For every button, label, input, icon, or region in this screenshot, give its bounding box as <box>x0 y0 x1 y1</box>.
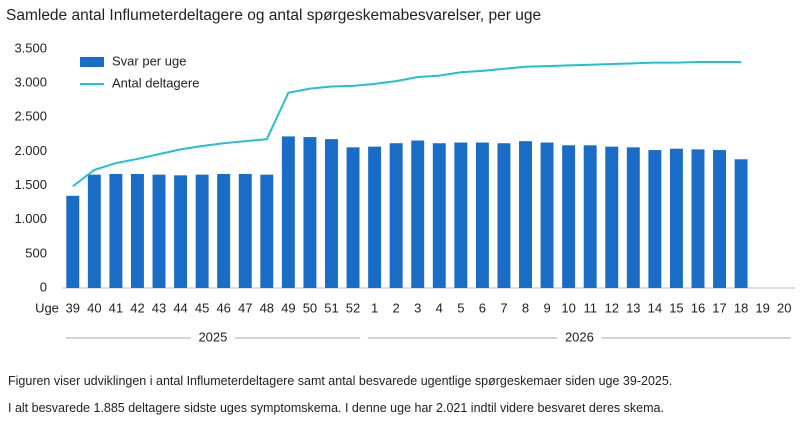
bar <box>217 173 231 288</box>
bar <box>713 150 727 288</box>
x-tick-label: 3 <box>414 300 421 315</box>
x-tick-label: 40 <box>87 300 101 315</box>
line <box>72 60 742 188</box>
y-tick-label: 1.500 <box>14 177 47 192</box>
x-tick-label: 6 <box>479 300 486 315</box>
bar <box>87 174 101 288</box>
x-tick-label: 52 <box>346 300 360 315</box>
x-tick-label: 13 <box>626 300 640 315</box>
x-tick-label: 5 <box>457 300 464 315</box>
year-label: 2025 <box>198 329 227 344</box>
bar <box>346 147 360 288</box>
x-tick-label: 17 <box>712 300 726 315</box>
y-tick-label: 1.000 <box>14 211 47 226</box>
bar <box>238 173 252 288</box>
x-tick-label: 50 <box>303 300 317 315</box>
y-tick-label: 500 <box>25 245 47 260</box>
bar <box>368 146 382 288</box>
bar <box>583 145 597 288</box>
bar <box>734 159 748 288</box>
x-tick-label: 4 <box>436 300 443 315</box>
legend-label: Antal deltagere <box>112 75 199 90</box>
bar <box>389 143 403 288</box>
bar <box>281 136 295 288</box>
x-axis-label: Uge <box>35 300 59 315</box>
bar <box>562 145 576 288</box>
x-tick-label: 19 <box>755 300 769 315</box>
x-tick-label: 16 <box>691 300 705 315</box>
bar <box>475 142 489 288</box>
year-label: 2026 <box>565 329 594 344</box>
x-tick-label: 49 <box>281 300 295 315</box>
x-tick-label: 2 <box>393 300 400 315</box>
x-tick-label: 39 <box>66 300 80 315</box>
bar <box>605 146 619 288</box>
x-tick-label: 20 <box>777 300 791 315</box>
bar <box>454 142 468 288</box>
bar <box>648 150 662 288</box>
y-tick-label: 2.500 <box>14 109 47 124</box>
bar <box>691 149 705 288</box>
x-tick-label: 15 <box>669 300 683 315</box>
bar <box>303 137 317 288</box>
x-tick-label: 42 <box>130 300 144 315</box>
x-tick-label: 1 <box>371 300 378 315</box>
note: Figuren viser udviklingen i antal Influm… <box>8 374 673 388</box>
bar <box>260 174 274 288</box>
bar <box>669 148 683 288</box>
y-tick-label: 3.000 <box>14 75 47 90</box>
x-tick-label: 46 <box>216 300 230 315</box>
x-tick-label: 7 <box>500 300 507 315</box>
bar <box>66 195 80 288</box>
x-tick-label: 48 <box>260 300 274 315</box>
x-tick-label: 41 <box>109 300 123 315</box>
bar <box>497 143 511 288</box>
x-tick-label: 11 <box>583 300 597 315</box>
y-tick-label: 2.000 <box>14 143 47 158</box>
bar <box>432 143 446 288</box>
bar <box>109 173 123 288</box>
x-tick-label: 45 <box>195 300 209 315</box>
y-tick-label: 0 <box>40 279 47 294</box>
bar <box>411 140 425 288</box>
x-tick-label: 10 <box>561 300 575 315</box>
x-tick-label: 51 <box>324 300 338 315</box>
bar <box>626 147 640 288</box>
x-tick-label: 47 <box>238 300 252 315</box>
bar <box>325 139 338 288</box>
x-tick-label: 44 <box>173 300 187 315</box>
chart: Samlede antal Influmeterdeltagere og ant… <box>6 7 795 344</box>
bar <box>130 173 144 288</box>
x-tick-label: 9 <box>543 300 550 315</box>
bar <box>519 141 532 288</box>
y-tick-label: 3.500 <box>14 40 47 55</box>
x-tick-label: 12 <box>605 300 619 315</box>
legend-swatch <box>80 57 104 67</box>
x-tick-label: 18 <box>734 300 748 315</box>
chart-title: Samlede antal Influmeterdeltagere og ant… <box>6 7 541 24</box>
x-tick-label: 43 <box>152 300 166 315</box>
bar <box>540 142 554 288</box>
bar <box>174 175 188 288</box>
x-tick-label: 8 <box>522 300 529 315</box>
note: I alt besvarede 1.885 deltagere sidste u… <box>8 401 664 415</box>
x-tick-label: 14 <box>648 300 662 315</box>
bar <box>195 174 209 288</box>
bar <box>152 174 166 288</box>
legend-label: Svar per uge <box>112 53 186 68</box>
